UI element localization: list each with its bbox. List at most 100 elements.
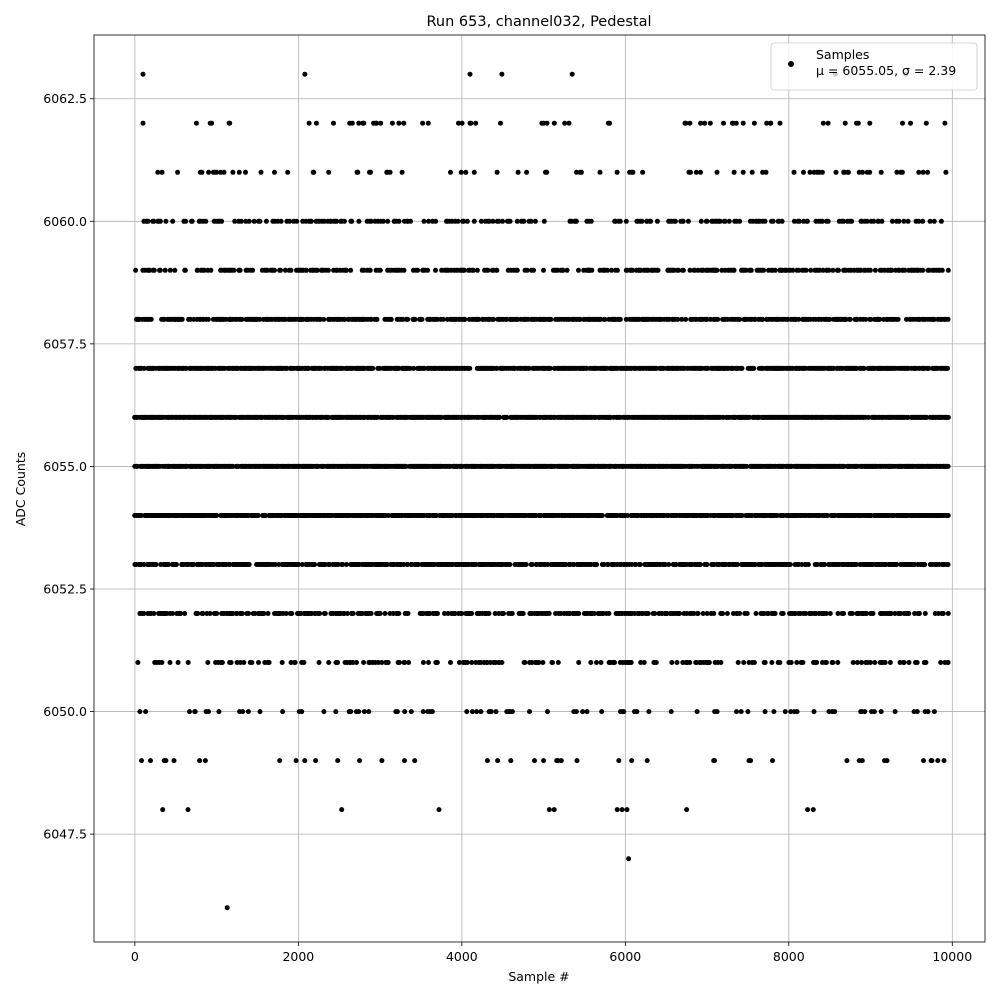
- data-point: [185, 660, 191, 665]
- data-point: [356, 709, 362, 715]
- data-point: [434, 660, 440, 665]
- data-point: [769, 660, 775, 665]
- data-point: [706, 660, 712, 665]
- data-point: [628, 660, 634, 665]
- data-point: [467, 365, 473, 371]
- data-point: [499, 660, 505, 665]
- data-point: [887, 660, 893, 665]
- data-point: [138, 513, 144, 518]
- data-point: [495, 758, 501, 764]
- data-point: [325, 267, 331, 273]
- data-point: [523, 562, 529, 567]
- data-point: [737, 611, 743, 616]
- data-point: [694, 709, 700, 715]
- data-point: [830, 660, 836, 665]
- data-point: [844, 758, 850, 764]
- grid-lines: [94, 35, 985, 942]
- data-point: [288, 267, 294, 273]
- data-point: [700, 611, 706, 616]
- data-point: [474, 709, 480, 715]
- data-point: [469, 709, 475, 715]
- data-point: [246, 611, 251, 616]
- data-point: [625, 513, 630, 518]
- data-points: [132, 71, 951, 911]
- data-point: [166, 562, 171, 567]
- data-point: [182, 267, 188, 273]
- data-point: [405, 316, 411, 322]
- data-point: [674, 660, 680, 665]
- data-point: [652, 611, 658, 616]
- data-point: [751, 660, 757, 665]
- data-point: [148, 758, 153, 764]
- data-point: [712, 758, 717, 764]
- data-point: [741, 660, 747, 665]
- data-point: [348, 267, 354, 273]
- data-point: [780, 611, 786, 616]
- data-point: [787, 562, 793, 567]
- data-point: [170, 611, 175, 616]
- data-point: [240, 709, 246, 715]
- data-point: [357, 758, 363, 764]
- data-point: [303, 267, 309, 273]
- data-point: [464, 660, 470, 665]
- data-point: [462, 316, 468, 322]
- data-point: [335, 660, 341, 665]
- data-point: [591, 611, 597, 616]
- data-point: [589, 267, 595, 273]
- data-point: [143, 709, 149, 715]
- data-point: [541, 758, 547, 764]
- data-point: [200, 611, 206, 616]
- data-point: [279, 660, 285, 665]
- data-point: [214, 611, 220, 616]
- data-point: [237, 267, 243, 273]
- data-point: [633, 562, 639, 567]
- data-point: [916, 611, 922, 616]
- data-point: [771, 709, 777, 715]
- data-point: [735, 660, 741, 665]
- data-point: [219, 660, 225, 665]
- data-point: [255, 513, 261, 518]
- data-point: [945, 316, 951, 322]
- data-point: [872, 660, 878, 665]
- data-point: [576, 267, 581, 273]
- data-point: [853, 562, 859, 567]
- data-point: [406, 660, 412, 665]
- data-point: [644, 758, 650, 764]
- data-point: [841, 611, 847, 616]
- data-point: [195, 611, 201, 616]
- data-point: [945, 463, 951, 469]
- data-point: [205, 316, 211, 322]
- data-point: [261, 611, 267, 616]
- data-point: [790, 267, 796, 273]
- data-point: [594, 562, 600, 567]
- data-point: [497, 414, 503, 420]
- data-point: [375, 660, 381, 665]
- data-point: [739, 513, 745, 518]
- data-point: [527, 709, 532, 715]
- data-point: [469, 611, 475, 616]
- data-point: [901, 660, 907, 665]
- data-point: [228, 660, 234, 665]
- data-point: [641, 660, 647, 665]
- data-point: [598, 660, 604, 665]
- data-point: [139, 758, 144, 764]
- data-point: [945, 513, 951, 518]
- data-point: [348, 709, 354, 715]
- data-point: [847, 316, 853, 322]
- data-point: [250, 267, 256, 273]
- data-point: [906, 611, 912, 616]
- data-point: [914, 709, 920, 715]
- data-point: [153, 562, 159, 567]
- data-point: [335, 758, 341, 764]
- data-point: [772, 611, 778, 616]
- data-point: [163, 758, 169, 764]
- data-point: [788, 709, 794, 715]
- data-point: [945, 267, 951, 273]
- data-point: [734, 562, 740, 567]
- data-point: [687, 660, 693, 665]
- data-point: [197, 758, 203, 764]
- data-point: [239, 611, 245, 616]
- data-point: [316, 660, 322, 665]
- data-point: [299, 709, 305, 715]
- data-point: [141, 365, 147, 371]
